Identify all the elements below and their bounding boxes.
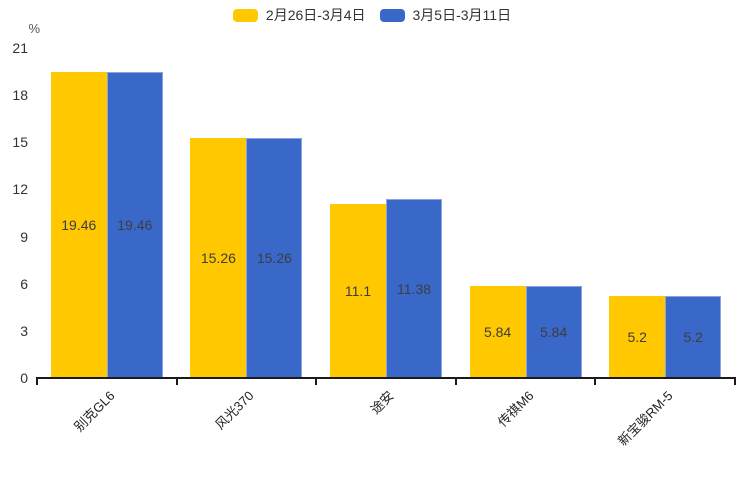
legend-item-series2[interactable]: 3月5日-3月11日 [379,6,512,24]
legend-item-series1[interactable]: 2月26日-3月4日 [232,6,366,24]
y-axis-tick-label: 0 [20,370,28,386]
bar-value-label: 5.2 [683,329,703,346]
category-label: 途安 [367,388,397,418]
legend: 2月26日-3月4日 3月5日-3月11日 [0,6,744,24]
category-label: 新宝骏RM-5 [615,388,676,449]
x-axis-tick [315,377,318,385]
bar-value-label: 5.84 [539,324,568,341]
category-label: 别克GL6 [71,388,118,435]
legend-swatch-icon [232,8,258,22]
bar-series1 [50,72,107,378]
y-axis-tick-label: 6 [20,275,28,292]
y-axis-tick-label: 3 [20,322,28,339]
bar-value-label: 11.38 [397,280,431,297]
bar-value-label: 19.46 [117,217,153,234]
y-axis-tick-label: 18 [12,87,28,104]
y-axis-tick-label: 21 [12,40,28,56]
legend-label: 3月5日-3月11日 [412,7,512,23]
x-axis-tick [36,377,38,385]
x-axis-tick [594,377,597,385]
y-axis-unit-label: % [28,21,40,36]
bar-series2 [386,199,442,378]
bar-series1 [469,286,526,378]
y-axis-tick-label: 15 [12,134,28,151]
bar-series1 [609,296,666,378]
legend-label: 2月26日-3月4日 [265,7,366,23]
bar-series1 [190,138,247,378]
x-axis-line [37,377,735,379]
bar-value-label: 15.26 [200,250,236,267]
bar-series2 [106,72,163,378]
x-axis-tick [454,377,457,385]
x-axis-tick [734,377,736,385]
category-label: 传祺M6 [494,388,537,430]
y-axis-tick-label: 9 [20,228,28,245]
bar-value-label: 11.1 [344,282,372,299]
bar-series2 [665,296,722,378]
bar-value-label: 15.26 [256,250,292,267]
bar-series1 [330,203,386,378]
category-label: 风光370 [212,388,257,433]
bar-value-label: 5.84 [483,324,512,341]
x-axis-tick [175,377,178,385]
legend-swatch-icon [379,8,405,22]
bar-series2 [246,138,303,378]
bar-value-label: 5.2 [627,329,647,346]
bar-value-label: 19.46 [61,217,97,234]
y-axis-tick-label: 12 [12,181,28,198]
